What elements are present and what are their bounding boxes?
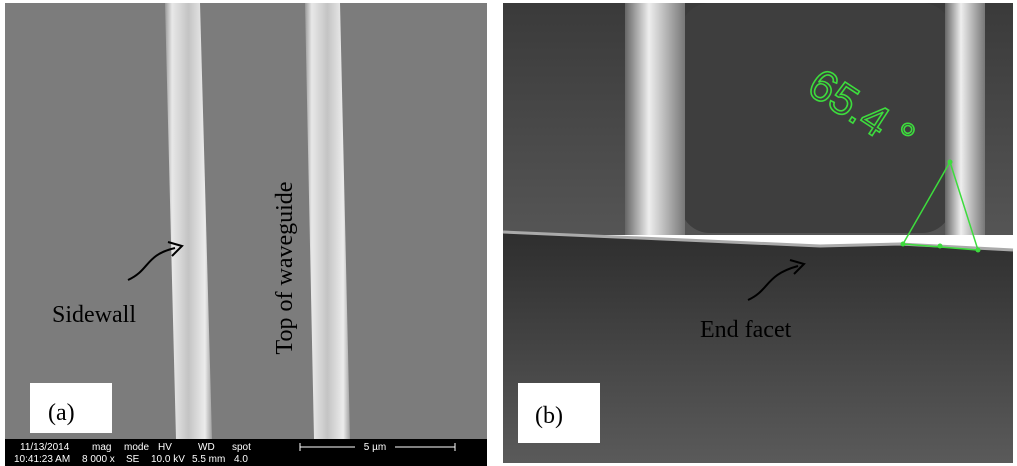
sidewall <box>945 3 985 235</box>
waveguide-ridge <box>305 3 350 439</box>
panel-b: 65.4 ° (b) End facet <box>502 3 1014 463</box>
scale-bar-label: 5 µm <box>364 442 386 453</box>
hv-label: HV <box>158 442 172 453</box>
arrow-head <box>789 259 806 275</box>
panel-label: (b) <box>535 403 563 429</box>
spot-label: spot <box>232 442 251 453</box>
hv: 10.0 kV <box>151 454 185 465</box>
measure-point <box>900 241 906 247</box>
time: 10:41:23 AM <box>14 454 70 465</box>
sidewall <box>625 3 685 235</box>
measure-point <box>975 247 981 253</box>
measure-point <box>937 243 943 249</box>
mode: SE <box>126 454 140 465</box>
mode-label: mode <box>124 442 149 453</box>
wd: 5.5 mm <box>192 454 225 465</box>
sem-image <box>5 3 487 439</box>
arrow <box>127 247 176 281</box>
end-facet-region <box>503 232 1013 463</box>
label-box <box>30 383 112 433</box>
label-box <box>518 383 600 443</box>
info-bar <box>5 439 487 466</box>
arrow <box>747 265 799 301</box>
panel-label: (a) <box>48 400 75 426</box>
mag-label: mag <box>92 442 111 453</box>
arrow-head <box>167 241 184 257</box>
mag: 8 000 x <box>82 454 115 465</box>
wd-label: WD <box>198 442 215 453</box>
end-facet-annotation: End facet <box>700 317 792 343</box>
sidewall-annotation: Sidewall <box>52 302 136 328</box>
measure-point <box>947 159 953 165</box>
waveguide-ridge <box>165 3 212 439</box>
waveguide <box>680 3 952 233</box>
spot: 4.0 <box>234 454 248 465</box>
date: 11/13/2014 <box>20 442 70 453</box>
scale-bar-gap <box>355 441 395 453</box>
top-annotation: Top of waveguide <box>272 182 298 355</box>
panel-a: 11/13/2014 10:41:23 AM mag 8 000 x mode … <box>5 3 487 466</box>
